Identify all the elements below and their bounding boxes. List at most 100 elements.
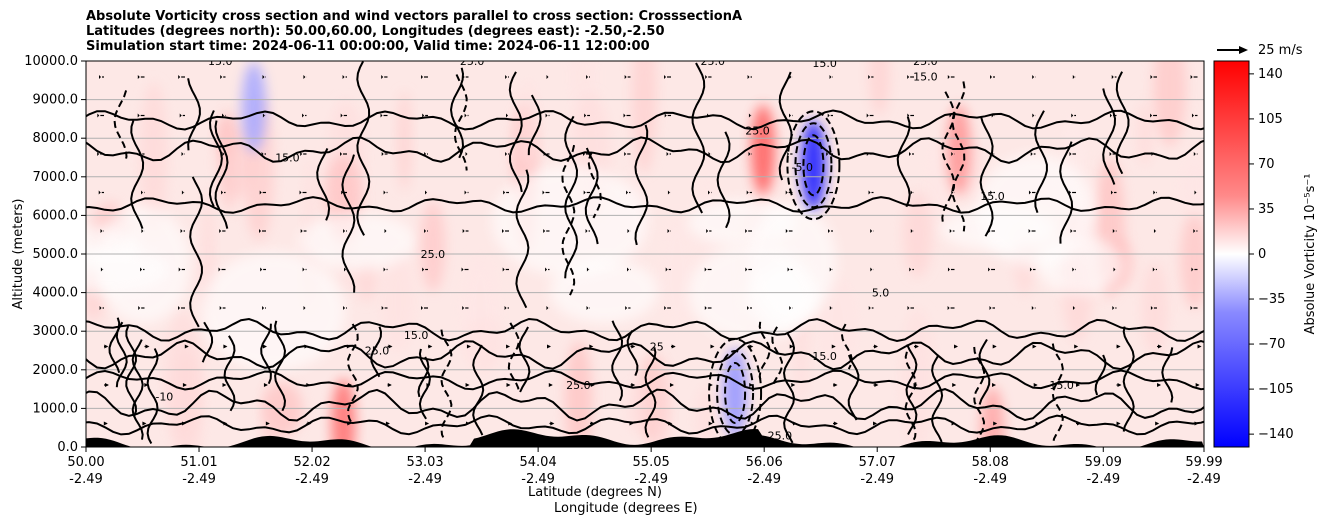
wind-vector-head (624, 75, 627, 79)
wind-vector-head (1070, 229, 1073, 233)
wind-vector-head (97, 113, 100, 118)
wind-vector-head (829, 306, 832, 310)
wind-vector-head (546, 344, 551, 349)
wind-vector-head (303, 75, 306, 79)
wind-vector-head (1191, 267, 1194, 272)
wind-vector-head (347, 383, 352, 387)
wind-vector-head (1193, 152, 1196, 156)
vorticity-patch (631, 61, 657, 174)
wind-vector-head (866, 113, 869, 118)
wind-vector-head (749, 344, 754, 349)
wind-vector-head (589, 344, 594, 349)
wind-vector-head (465, 383, 470, 387)
wind-vector-head (100, 267, 103, 272)
colorbar-tick-label: 105 (1258, 112, 1283, 127)
wind-vector-head (261, 152, 264, 156)
y-axis: 0.0 1000.0 2000.0 3000.0 4000.0 5000.0 6000.0 7… (24, 54, 86, 455)
contour-label: 25.0 (745, 124, 770, 137)
wind-vector-head (422, 267, 425, 272)
y-tick-label: 1000.0 (33, 401, 79, 416)
wind-vector-head (870, 267, 873, 272)
contour-line (896, 116, 911, 208)
wind-vector-head (910, 190, 913, 195)
x-tick-label-lon: -2.49 (69, 472, 103, 487)
contour-line (931, 355, 944, 446)
wind-vector-head (828, 229, 831, 233)
wind-vector-head (785, 229, 788, 233)
wind-vector-head (710, 344, 715, 349)
wind-vector-head (181, 152, 184, 156)
wind-vector-head (543, 152, 546, 156)
wind-vector-head (1150, 113, 1153, 118)
wind-vector-head (1030, 152, 1033, 156)
wind-vector-head (381, 75, 384, 79)
colorbar-tick-label: 140 (1258, 67, 1283, 82)
contour-line (973, 346, 986, 443)
contour-line (1115, 71, 1130, 175)
wind-vector-head (1071, 113, 1074, 118)
wind-vector-head (831, 344, 836, 349)
wind-vector-head (506, 383, 511, 387)
vorticity-patch (1178, 155, 1204, 217)
wind-vector-head (745, 267, 748, 272)
wind-vector-head (306, 383, 311, 387)
contour-line (518, 326, 531, 393)
vorticity-patch (900, 307, 935, 447)
contour-vortex (708, 337, 763, 447)
y-tick-label: 7000.0 (33, 170, 79, 185)
contour-label: -5.0 (792, 161, 813, 174)
wind-vector-head (907, 306, 910, 310)
colorbar-tick-label: −70 (1258, 337, 1285, 352)
wind-vector-head (870, 229, 873, 233)
wind-vector-head (590, 421, 595, 426)
wind-vector-head (909, 267, 912, 272)
wind-vector-head (220, 75, 223, 79)
colorbar-label: Absolue Vorticity 10⁻⁵s⁻¹ (1303, 174, 1318, 335)
contour-line (1059, 141, 1074, 244)
wind-vector-head (1195, 383, 1200, 387)
wind-vector-head (103, 421, 108, 426)
wind-vector-head (668, 421, 673, 426)
contour-label: 25 (650, 341, 664, 354)
wind-vector-head (145, 344, 150, 349)
colorbar-tick-label: 70 (1258, 157, 1275, 172)
wind-vector-head (181, 190, 184, 195)
contour-line (449, 67, 465, 159)
contour-line (208, 110, 223, 207)
wind-vector-head (184, 344, 189, 349)
wind-vector-head (462, 229, 465, 233)
wind-vector-head (380, 113, 383, 118)
contour-line (146, 348, 159, 444)
wind-vector-head (503, 190, 506, 195)
wind-vector-head (1194, 190, 1197, 195)
contour-line (201, 321, 214, 363)
wind-vector-head (826, 190, 829, 195)
contour-label: 25.0 (566, 379, 591, 392)
wind-vector-head (624, 152, 627, 156)
wind-vector-head (550, 421, 555, 426)
contour-line (782, 332, 796, 444)
wind-vector-head (988, 229, 991, 233)
x-tick-label-lat: 55.05 (633, 455, 670, 470)
contour-label: 25.0 (365, 344, 390, 357)
contour-line (130, 120, 145, 229)
wind-vector-head (787, 152, 790, 156)
contour-line (587, 151, 602, 219)
wind-vector-head (909, 152, 912, 156)
wind-vector-head (1113, 267, 1116, 272)
wind-vector-head (913, 383, 918, 387)
wind-vector-head (137, 113, 140, 118)
x-tick-label-lon: -2.49 (1187, 472, 1221, 487)
vorticity-patch (262, 383, 278, 447)
wind-vector-head (466, 344, 471, 349)
wind-vector-head (631, 383, 636, 387)
colorbar-tick-label: −35 (1258, 292, 1285, 307)
y-tick-label: 4000.0 (33, 286, 79, 301)
wind-vector-head (422, 113, 425, 118)
wind-vector-head (1076, 421, 1081, 426)
y-tick-label: 3000.0 (33, 324, 79, 339)
wind-vector-head (1155, 421, 1160, 426)
wind-vector-head (665, 267, 668, 272)
wind-vector-head (785, 190, 788, 195)
wind-vector-head (789, 344, 794, 349)
